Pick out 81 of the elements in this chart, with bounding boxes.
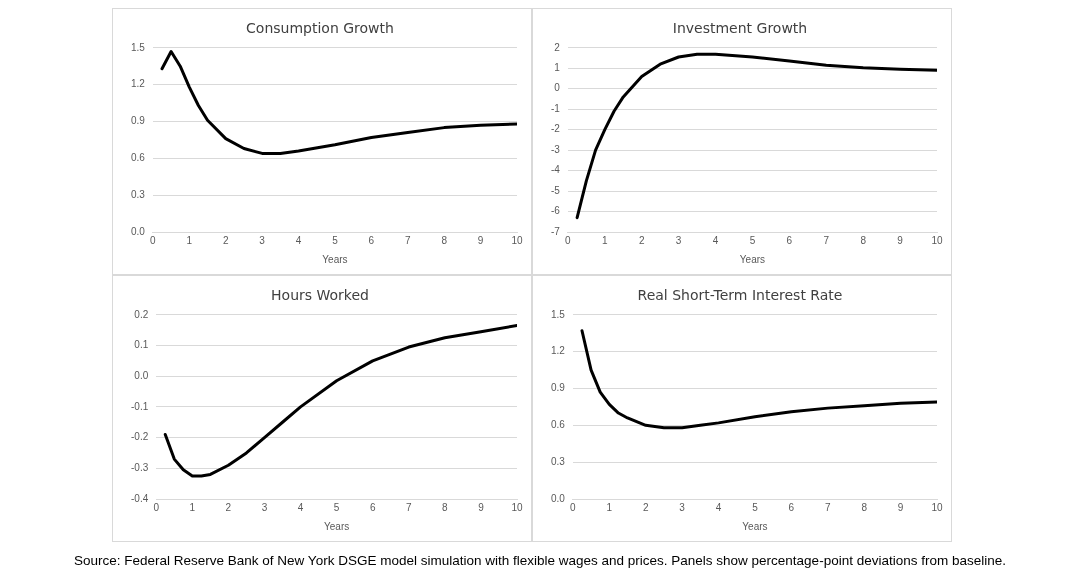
x-tick-label: 2 bbox=[222, 234, 229, 246]
chart-title: Real Short-Term Interest Rate bbox=[637, 287, 843, 304]
x-tick-label: 9 bbox=[897, 501, 904, 513]
x-tick-label: 8 bbox=[860, 234, 867, 246]
y-tick-label: 0.6 bbox=[131, 152, 146, 164]
x-tick-label: 2 bbox=[638, 234, 645, 246]
y-tick-label: -0.1 bbox=[131, 400, 149, 412]
x-tick-label: 9 bbox=[897, 234, 904, 246]
x-tick-label: 6 bbox=[369, 501, 376, 513]
y-tick-label: 1.2 bbox=[131, 78, 146, 90]
x-tick-label: 4 bbox=[295, 234, 302, 246]
y-tick-label: -1 bbox=[550, 102, 561, 114]
y-tick-label: 0.0 bbox=[551, 492, 566, 504]
y-tick-label: -3 bbox=[550, 143, 561, 155]
x-tick-label: 1 bbox=[189, 501, 196, 513]
x-tick-label: 2 bbox=[642, 501, 649, 513]
y-tick-label: 0.9 bbox=[551, 382, 566, 394]
x-axis-title: Years bbox=[324, 520, 350, 532]
x-tick-label: 5 bbox=[332, 234, 339, 246]
x-tick-label: 9 bbox=[478, 501, 485, 513]
x-tick-label: 10 bbox=[931, 234, 943, 246]
x-tick-label: 0 bbox=[570, 501, 577, 513]
x-tick-label: 7 bbox=[824, 501, 831, 513]
x-tick-label: 1 bbox=[186, 234, 193, 246]
y-tick-label: 2 bbox=[554, 41, 561, 53]
y-tick-label: 0.3 bbox=[551, 455, 566, 467]
x-tick-label: 0 bbox=[150, 234, 157, 246]
x-tick-label: 1 bbox=[602, 234, 609, 246]
x-tick-label: 8 bbox=[442, 501, 449, 513]
x-tick-label: 7 bbox=[405, 501, 412, 513]
y-tick-label: 1.2 bbox=[551, 345, 566, 357]
chart-title: Hours Worked bbox=[271, 287, 369, 304]
y-tick-label: 1.5 bbox=[551, 308, 566, 320]
x-tick-label: 5 bbox=[749, 234, 756, 246]
y-tick-label: -4 bbox=[550, 164, 561, 176]
x-tick-label: 7 bbox=[823, 234, 830, 246]
y-tick-label: 0.9 bbox=[131, 115, 146, 127]
chart-title: Investment Growth bbox=[672, 20, 808, 37]
x-tick-label: 7 bbox=[404, 234, 411, 246]
x-tick-label: 8 bbox=[441, 234, 448, 246]
x-tick-label: 8 bbox=[861, 501, 868, 513]
x-tick-label: 3 bbox=[259, 234, 266, 246]
y-tick-label: 0.0 bbox=[131, 225, 146, 237]
x-tick-label: 10 bbox=[511, 234, 523, 246]
chart-title: Consumption Growth bbox=[246, 20, 394, 37]
y-tick-label: 0.0 bbox=[134, 369, 149, 381]
y-tick-label: 0.2 bbox=[134, 308, 149, 320]
x-tick-label: 0 bbox=[153, 501, 160, 513]
y-tick-label: -5 bbox=[550, 184, 561, 196]
y-tick-label: -2 bbox=[550, 123, 561, 135]
y-tick-label: 1.5 bbox=[131, 41, 146, 53]
x-tick-label: 4 bbox=[712, 234, 719, 246]
x-tick-label: 6 bbox=[788, 501, 795, 513]
x-tick-label: 10 bbox=[511, 501, 523, 513]
x-axis-title: Years bbox=[739, 253, 766, 265]
x-axis-title: Years bbox=[322, 253, 348, 265]
y-tick-label: 0 bbox=[554, 82, 561, 94]
x-tick-label: 3 bbox=[679, 501, 686, 513]
y-tick-label: -0.3 bbox=[131, 462, 149, 474]
x-tick-label: 4 bbox=[715, 501, 722, 513]
x-tick-label: 2 bbox=[225, 501, 232, 513]
x-axis-title: Years bbox=[742, 520, 768, 532]
y-tick-label: 0.1 bbox=[134, 339, 149, 351]
x-tick-label: 5 bbox=[752, 501, 759, 513]
y-tick-label: 0.6 bbox=[551, 419, 566, 431]
x-tick-label: 9 bbox=[477, 234, 484, 246]
x-tick-label: 1 bbox=[606, 501, 613, 513]
x-tick-label: 5 bbox=[333, 501, 340, 513]
y-tick-label: 1 bbox=[554, 62, 561, 74]
y-tick-label: -0.4 bbox=[131, 492, 149, 504]
x-tick-label: 10 bbox=[931, 501, 943, 513]
y-tick-label: -7 bbox=[550, 225, 561, 237]
y-tick-label: -0.2 bbox=[131, 431, 149, 443]
source-note: Source: Federal Reserve Bank of New York DSGE model simulation with flexible wages and prices. Panels show percentage-point deviations from baseline. bbox=[73, 553, 1007, 568]
y-tick-label: 0.3 bbox=[131, 188, 146, 200]
x-tick-label: 3 bbox=[261, 501, 268, 513]
y-tick-label: -6 bbox=[550, 205, 561, 217]
x-tick-label: 6 bbox=[368, 234, 375, 246]
x-tick-label: 6 bbox=[786, 234, 793, 246]
x-tick-label: 3 bbox=[675, 234, 682, 246]
x-tick-label: 4 bbox=[297, 501, 304, 513]
